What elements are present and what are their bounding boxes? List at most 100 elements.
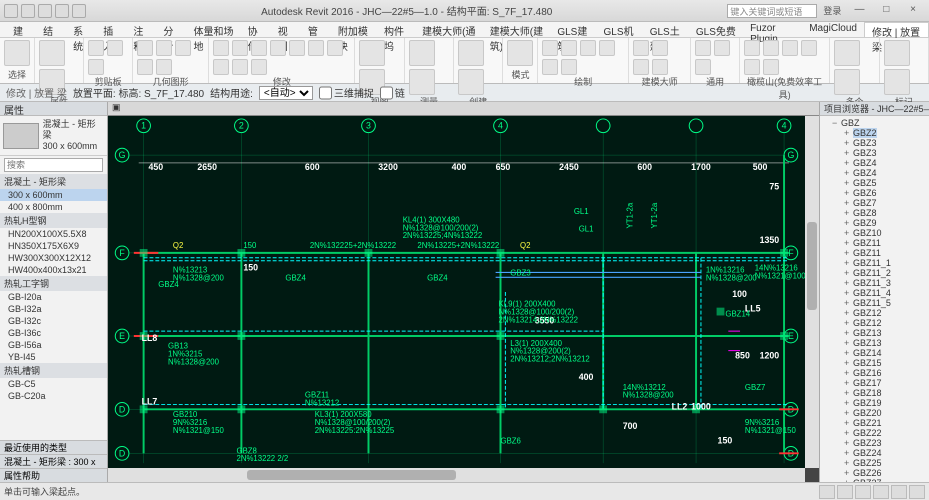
ribbon-button-icon[interactable] — [232, 59, 248, 75]
tree-node[interactable]: +GBZ19 — [820, 398, 929, 408]
tree-node[interactable]: +GBZ15 — [820, 358, 929, 368]
tree-node[interactable]: +GBZ26 — [820, 468, 929, 478]
ribbon-button-icon[interactable] — [213, 40, 229, 56]
ribbon-button-icon[interactable] — [561, 59, 577, 75]
ribbon-button-icon[interactable] — [308, 40, 324, 56]
type-item[interactable]: HN350X175X6X9 — [0, 240, 107, 252]
ribbon-tab[interactable]: 建模大师(通用) — [415, 22, 483, 37]
ribbon-button-icon[interactable] — [156, 59, 172, 75]
type-search[interactable] — [4, 158, 103, 172]
tree-node[interactable]: +GBZ25 — [820, 458, 929, 468]
ribbon-button-icon[interactable] — [88, 59, 104, 75]
ribbon-button-icon[interactable] — [801, 40, 817, 56]
ribbon-button-icon[interactable] — [714, 40, 730, 56]
properties-help[interactable]: 属性帮助 — [0, 468, 107, 482]
type-item[interactable]: 300 x 600mm — [0, 189, 107, 201]
scrollbar-vertical[interactable] — [805, 116, 819, 468]
ribbon-button-icon[interactable] — [782, 40, 798, 56]
ribbon-button-icon[interactable] — [409, 69, 435, 95]
ribbon-tab[interactable]: GLS土建 — [643, 22, 689, 37]
ribbon-button-icon[interactable] — [561, 40, 577, 56]
status-btn[interactable] — [837, 485, 853, 499]
tree-node[interactable]: +GBZ11_1 — [820, 258, 929, 268]
type-item[interactable]: HW300X300X12X12 — [0, 252, 107, 264]
ribbon-button-icon[interactable] — [884, 40, 910, 66]
ribbon-button-icon[interactable] — [633, 40, 649, 56]
ribbon-button-icon[interactable] — [652, 59, 668, 75]
tree-node[interactable]: +GBZ4 — [820, 158, 929, 168]
ribbon-button-icon[interactable] — [213, 59, 229, 75]
ribbon-tab[interactable]: GLS机电 — [597, 22, 643, 37]
tree-node[interactable]: +GBZ11_4 — [820, 288, 929, 298]
tree-node[interactable]: +GBZ7 — [820, 198, 929, 208]
type-item[interactable]: GB-I36c — [0, 327, 107, 339]
tree-node[interactable]: +GBZ17 — [820, 378, 929, 388]
type-current[interactable]: 混凝土 - 矩形梁 : 300 x 600mm — [0, 454, 107, 468]
tree-node[interactable]: +GBZ3 — [820, 138, 929, 148]
ribbon-button-icon[interactable] — [695, 40, 711, 56]
ribbon-tab[interactable]: MagiCloud — [802, 22, 864, 37]
ribbon-tab[interactable]: 协作 — [241, 22, 271, 37]
ribbon-button-icon[interactable] — [744, 40, 760, 56]
maximize-icon[interactable]: □ — [874, 4, 898, 18]
user-label[interactable]: 登录 — [823, 4, 841, 17]
tree-node[interactable]: +GBZ11 — [820, 248, 929, 258]
qat-save-icon[interactable] — [21, 4, 35, 18]
ribbon-tab[interactable]: 分析 — [156, 22, 186, 37]
tree-node[interactable]: +GBZ6 — [820, 188, 929, 198]
close-icon[interactable]: × — [901, 4, 925, 18]
tree-node[interactable]: +GBZ3 — [820, 148, 929, 158]
ribbon-button-icon[interactable] — [289, 40, 305, 56]
ribbon-tab[interactable]: 构件坞 — [377, 22, 415, 37]
ribbon-button-icon[interactable] — [834, 40, 860, 66]
ribbon-button-icon[interactable] — [327, 40, 343, 56]
ribbon-button-icon[interactable] — [39, 40, 65, 66]
ribbon-button-icon[interactable] — [251, 40, 267, 56]
type-item[interactable]: HN200X100X5.5X8 — [0, 228, 107, 240]
ribbon-tab[interactable]: 附加模块 — [331, 22, 377, 37]
optbar-usage-select[interactable]: <自动> — [259, 86, 313, 100]
ribbon-button-icon[interactable] — [88, 40, 104, 56]
status-btn[interactable] — [819, 485, 835, 499]
type-selector[interactable]: 混凝土 - 矩形梁 300 x 600mm — [0, 116, 107, 156]
ribbon-tab[interactable]: 建筑 — [6, 22, 36, 37]
type-search-input[interactable] — [4, 158, 103, 172]
ribbon-button-icon[interactable] — [884, 69, 910, 95]
ribbon-button-icon[interactable] — [156, 40, 172, 56]
qat-redo-icon[interactable] — [55, 4, 69, 18]
ribbon-tab[interactable]: 建模大师(建筑) — [483, 22, 551, 37]
ribbon-tab[interactable]: 修改 | 放置 梁 — [864, 22, 929, 37]
ribbon-button-icon[interactable] — [458, 40, 484, 66]
ribbon-button-icon[interactable] — [652, 40, 668, 56]
ribbon-button-icon[interactable] — [763, 59, 779, 75]
ribbon-tab[interactable]: 注释 — [126, 22, 156, 37]
status-btn[interactable] — [873, 485, 889, 499]
qat-undo-icon[interactable] — [38, 4, 52, 18]
ribbon-button-icon[interactable] — [763, 40, 779, 56]
type-item[interactable]: HW400x400x13x21 — [0, 264, 107, 276]
tree-node[interactable]: +GBZ8 — [820, 208, 929, 218]
ribbon-button-icon[interactable] — [542, 59, 558, 75]
tree-node[interactable]: +GBZ11_5 — [820, 298, 929, 308]
ribbon-button-icon[interactable] — [744, 59, 760, 75]
tree-node[interactable]: +GBZ11 — [820, 238, 929, 248]
tree-node[interactable]: +GBZ14 — [820, 348, 929, 358]
ribbon-tab[interactable]: GLS建筑 — [550, 22, 596, 37]
ribbon-button-icon[interactable] — [107, 40, 123, 56]
ribbon-button-icon[interactable] — [4, 40, 30, 66]
ribbon-button-icon[interactable] — [409, 40, 435, 66]
ribbon-tab[interactable]: 系统 — [66, 22, 96, 37]
ribbon-button-icon[interactable] — [137, 40, 153, 56]
ribbon-tab[interactable]: 插入 — [96, 22, 126, 37]
status-btn[interactable] — [891, 485, 907, 499]
ribbon-button-icon[interactable] — [542, 40, 558, 56]
tree-node[interactable]: +GBZ13 — [820, 328, 929, 338]
ribbon-tab[interactable]: 体量和场地 — [186, 22, 240, 37]
scrollbar-horizontal[interactable] — [108, 468, 805, 482]
ribbon-tab[interactable]: GLS免费版 — [689, 22, 743, 37]
type-item[interactable]: GB-I20a — [0, 291, 107, 303]
view-tab[interactable]: ▣ — [108, 102, 819, 116]
ribbon-tab[interactable]: 视图 — [271, 22, 301, 37]
tree-node[interactable]: +GBZ5 — [820, 178, 929, 188]
ribbon-button-icon[interactable] — [251, 59, 267, 75]
